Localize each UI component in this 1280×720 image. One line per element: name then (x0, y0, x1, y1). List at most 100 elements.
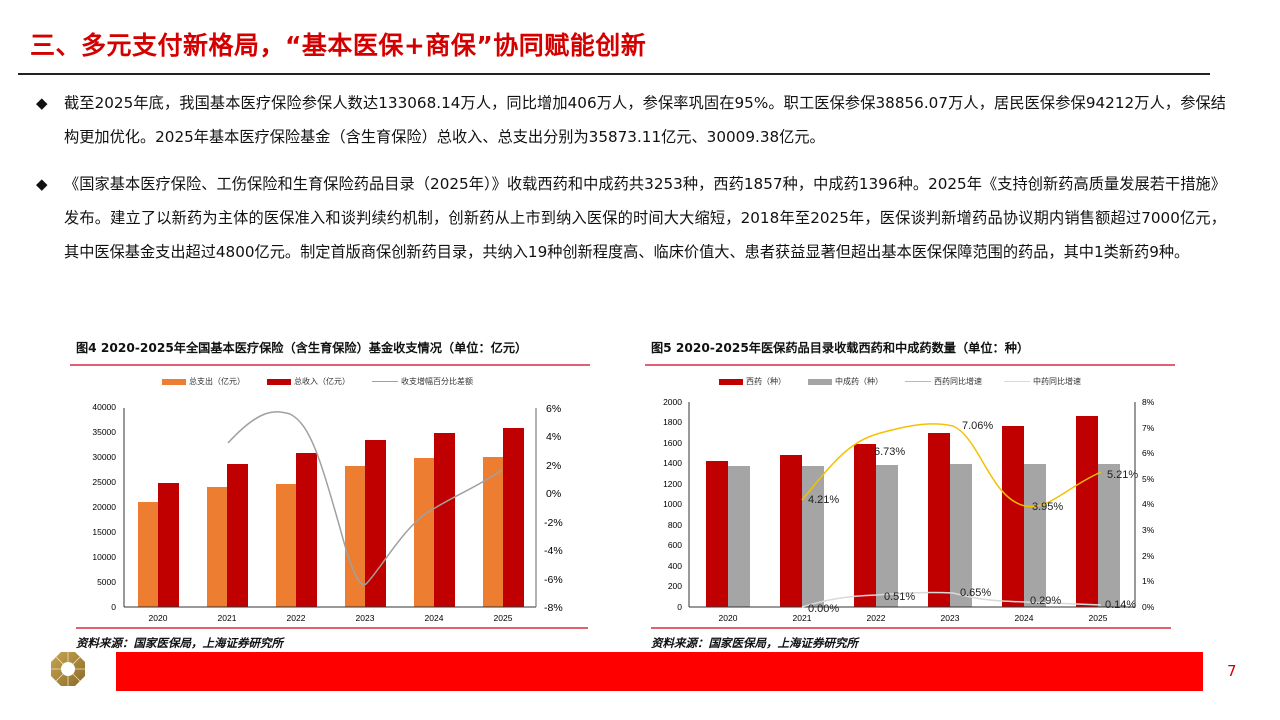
svg-text:6%: 6% (1142, 448, 1155, 458)
figure-bottom-divider (651, 627, 1171, 629)
diamond-bullet-icon: ◆ (36, 94, 48, 112)
red-swatch-icon (267, 378, 291, 385)
bullet-text: 截至2025年底，我国基本医疗保险参保人数达133068.14万人，同比增加40… (64, 94, 1226, 146)
svg-text:5.21%: 5.21% (1107, 469, 1138, 481)
figure-4: 图4 2020-2025年全国基本医疗保险（含生育保险）基金收支情况（单位：亿元… (70, 338, 590, 650)
svg-text:1600: 1600 (663, 438, 682, 448)
figure-source: 资料来源：国家医保局，上海证券研究所 (651, 636, 858, 650)
svg-text:0.51%: 0.51% (884, 591, 915, 603)
svg-text:2021: 2021 (218, 613, 237, 623)
data-labels: 4.21% 6.73% 7.06% 3.95% 5.21% 0.00% 0.51% 0.6… (808, 420, 1138, 615)
figure-divider (645, 364, 1175, 366)
svg-text:2022: 2022 (867, 613, 886, 623)
title-divider (18, 73, 1210, 75)
light-line-icon (1004, 380, 1030, 383)
svg-text:3.95%: 3.95% (1032, 501, 1063, 513)
svg-text:5%: 5% (1142, 474, 1155, 484)
gray-swatch-icon (808, 378, 832, 385)
svg-text:0.29%: 0.29% (1030, 595, 1061, 607)
svg-text:20000: 20000 (92, 502, 116, 512)
svg-text:2%: 2% (1142, 551, 1155, 561)
figure-bottom-divider (76, 627, 588, 629)
svg-text:35000: 35000 (92, 427, 116, 437)
x-axis-labels: 2020 2021 2022 2023 2024 2025 (719, 613, 1108, 623)
svg-text:2024: 2024 (425, 613, 444, 623)
x-axis-labels: 2020 2021 2022 2023 2024 2025 (149, 613, 513, 623)
svg-text:40000: 40000 (92, 402, 116, 412)
svg-text:-2%: -2% (544, 517, 563, 529)
western-growth-line (801, 423, 1102, 508)
svg-text:5000: 5000 (97, 577, 116, 587)
legend-item: 中药同比增速 (1004, 376, 1081, 387)
svg-text:0: 0 (111, 602, 116, 612)
page-number: 7 (1227, 662, 1237, 680)
tcm-growth-line (801, 591, 1102, 608)
company-logo-icon (51, 652, 85, 686)
gold-line-icon (905, 380, 931, 383)
svg-text:-6%: -6% (544, 574, 563, 586)
svg-text:7%: 7% (1142, 423, 1155, 433)
svg-text:6.73%: 6.73% (874, 446, 905, 458)
svg-text:-8%: -8% (544, 602, 563, 614)
svg-text:2022: 2022 (287, 613, 306, 623)
gray-line-icon (372, 380, 398, 383)
y-axis-right: 8% 7% 6% 5% 4% 3% 2% 1% 0% (1134, 397, 1155, 612)
svg-text:2023: 2023 (941, 613, 960, 623)
svg-text:6%: 6% (546, 403, 561, 415)
legend-item: 中成药（种） (808, 376, 883, 387)
svg-text:10000: 10000 (92, 552, 116, 562)
svg-text:7.06%: 7.06% (962, 420, 993, 432)
orange-swatch-icon (162, 378, 186, 385)
svg-text:8%: 8% (1142, 397, 1155, 407)
bullet-paragraph: ◆ 截至2025年底，我国基本医疗保险参保人数达133068.14万人，同比增加… (36, 86, 1226, 154)
svg-text:2%: 2% (546, 460, 561, 472)
svg-text:1%: 1% (1142, 576, 1155, 586)
y-axis-right: 6% 4% 2% 0% -2% -4% -6% -8% (535, 403, 563, 614)
svg-text:0.14%: 0.14% (1105, 599, 1136, 611)
footer-red-bar (116, 652, 1203, 691)
legend-item: 总支出（亿元） (162, 376, 245, 387)
svg-text:1400: 1400 (663, 458, 682, 468)
svg-text:4%: 4% (546, 431, 561, 443)
svg-text:400: 400 (668, 561, 682, 571)
legend-item: 西药（种） (719, 376, 786, 387)
svg-text:2020: 2020 (149, 613, 168, 623)
svg-text:3%: 3% (1142, 525, 1155, 535)
svg-text:0%: 0% (1142, 602, 1155, 612)
svg-text:-4%: -4% (544, 545, 563, 557)
svg-text:0%: 0% (546, 488, 561, 500)
y-axis-left: 40000 35000 30000 25000 20000 15000 1000… (92, 402, 125, 612)
legend-item: 总收入（亿元） (267, 376, 350, 387)
svg-text:2021: 2021 (793, 613, 812, 623)
figure-divider (70, 364, 590, 366)
page-title: 三、多元支付新格局，“基本医保+商保”协同赋能创新 (30, 31, 647, 60)
fund-income-expense-chart: 40000 35000 30000 25000 20000 15000 1000… (92, 402, 563, 623)
svg-text:2000: 2000 (663, 397, 682, 407)
svg-text:15000: 15000 (92, 527, 116, 537)
svg-text:2025: 2025 (494, 613, 513, 623)
svg-text:4.21%: 4.21% (808, 494, 839, 506)
figure-5: 图5 2020-2025年医保药品目录收载西药和中成药数量（单位：种） 西药（种… (645, 338, 1175, 650)
legend-item: 西药同比增速 (905, 376, 982, 387)
red-swatch-icon (719, 378, 743, 385)
svg-text:800: 800 (668, 520, 682, 530)
svg-text:4%: 4% (1142, 499, 1155, 509)
figure-title: 图4 2020-2025年全国基本医疗保险（含生育保险）基金收支情况（单位：亿元… (76, 341, 528, 355)
legend-item: 收支增幅百分比差额 (372, 376, 473, 387)
bars (706, 416, 1120, 607)
bars (138, 428, 524, 607)
svg-text:2023: 2023 (356, 613, 375, 623)
bullet-text: 《国家基本医疗保险、工伤保险和生育保险药品目录（2025年）》收载西药和中成药共… (64, 175, 1226, 261)
figure-source: 资料来源：国家医保局，上海证券研究所 (76, 636, 283, 650)
svg-text:25000: 25000 (92, 477, 116, 487)
svg-text:600: 600 (668, 540, 682, 550)
svg-text:0.00%: 0.00% (808, 603, 839, 615)
diff-line (227, 411, 503, 586)
figure-title: 图5 2020-2025年医保药品目录收载西药和中成药数量（单位：种） (651, 341, 1030, 355)
chart-legend: 总支出（亿元） 总收入（亿元） 收支增幅百分比差额 (162, 376, 473, 387)
diamond-bullet-icon: ◆ (36, 175, 48, 193)
svg-text:1000: 1000 (663, 499, 682, 509)
svg-text:200: 200 (668, 581, 682, 591)
